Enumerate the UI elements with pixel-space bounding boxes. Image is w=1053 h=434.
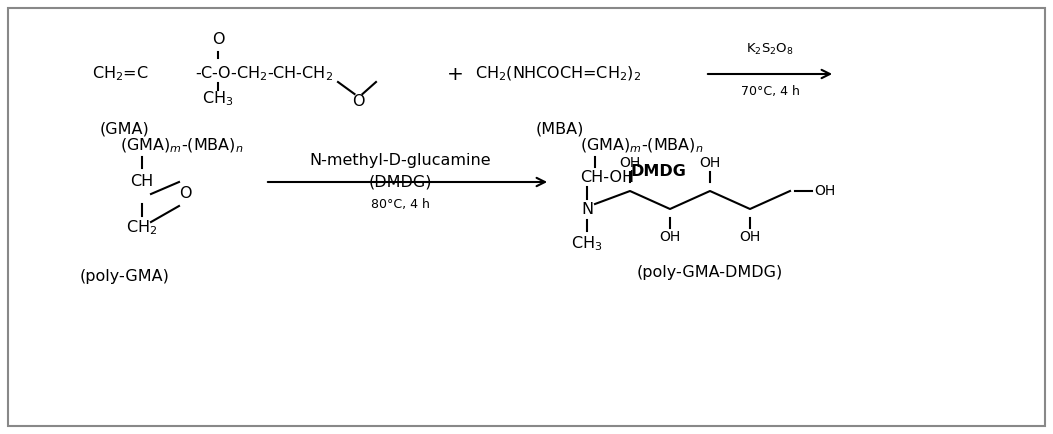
Text: O: O	[179, 187, 192, 201]
Text: N: N	[581, 201, 593, 217]
Text: O: O	[353, 93, 364, 108]
Text: -C-O-CH$_2$-CH-CH$_2$: -C-O-CH$_2$-CH-CH$_2$	[195, 65, 333, 83]
Text: CH-OH: CH-OH	[580, 170, 634, 184]
Text: CH$_2$(NHCOCH=CH$_2$)$_2$: CH$_2$(NHCOCH=CH$_2$)$_2$	[475, 65, 641, 83]
Text: OH: OH	[659, 230, 680, 244]
Text: 70°C, 4 h: 70°C, 4 h	[740, 85, 799, 99]
Text: K$_2$S$_2$O$_8$: K$_2$S$_2$O$_8$	[747, 42, 794, 56]
Text: CH$_3$: CH$_3$	[202, 90, 234, 108]
Text: N-methyl-D-glucamine: N-methyl-D-glucamine	[310, 154, 491, 168]
Text: (GMA)$_m$-(MBA)$_n$: (GMA)$_m$-(MBA)$_n$	[120, 137, 243, 155]
Text: (GMA)$_m$-(MBA)$_n$: (GMA)$_m$-(MBA)$_n$	[580, 137, 703, 155]
Text: CH$_3$: CH$_3$	[572, 235, 602, 253]
Text: DMDG: DMDG	[630, 164, 686, 178]
Text: +: +	[446, 65, 463, 83]
FancyBboxPatch shape	[8, 8, 1045, 426]
Text: O: O	[212, 32, 224, 46]
Text: CH: CH	[131, 174, 154, 188]
Text: (poly-GMA-DMDG): (poly-GMA-DMDG)	[637, 264, 783, 279]
Text: (GMA): (GMA)	[100, 122, 150, 137]
Text: (poly-GMA): (poly-GMA)	[80, 269, 170, 283]
Text: OH: OH	[739, 230, 760, 244]
Text: CH$_2$=C: CH$_2$=C	[92, 65, 148, 83]
Text: CH$_2$: CH$_2$	[126, 219, 158, 237]
Text: 80°C, 4 h: 80°C, 4 h	[371, 197, 430, 210]
Text: OH: OH	[619, 156, 640, 170]
Text: OH: OH	[814, 184, 836, 198]
Text: (MBA): (MBA)	[536, 122, 584, 137]
Text: OH: OH	[699, 156, 720, 170]
Text: (DMDG): (DMDG)	[369, 174, 432, 190]
